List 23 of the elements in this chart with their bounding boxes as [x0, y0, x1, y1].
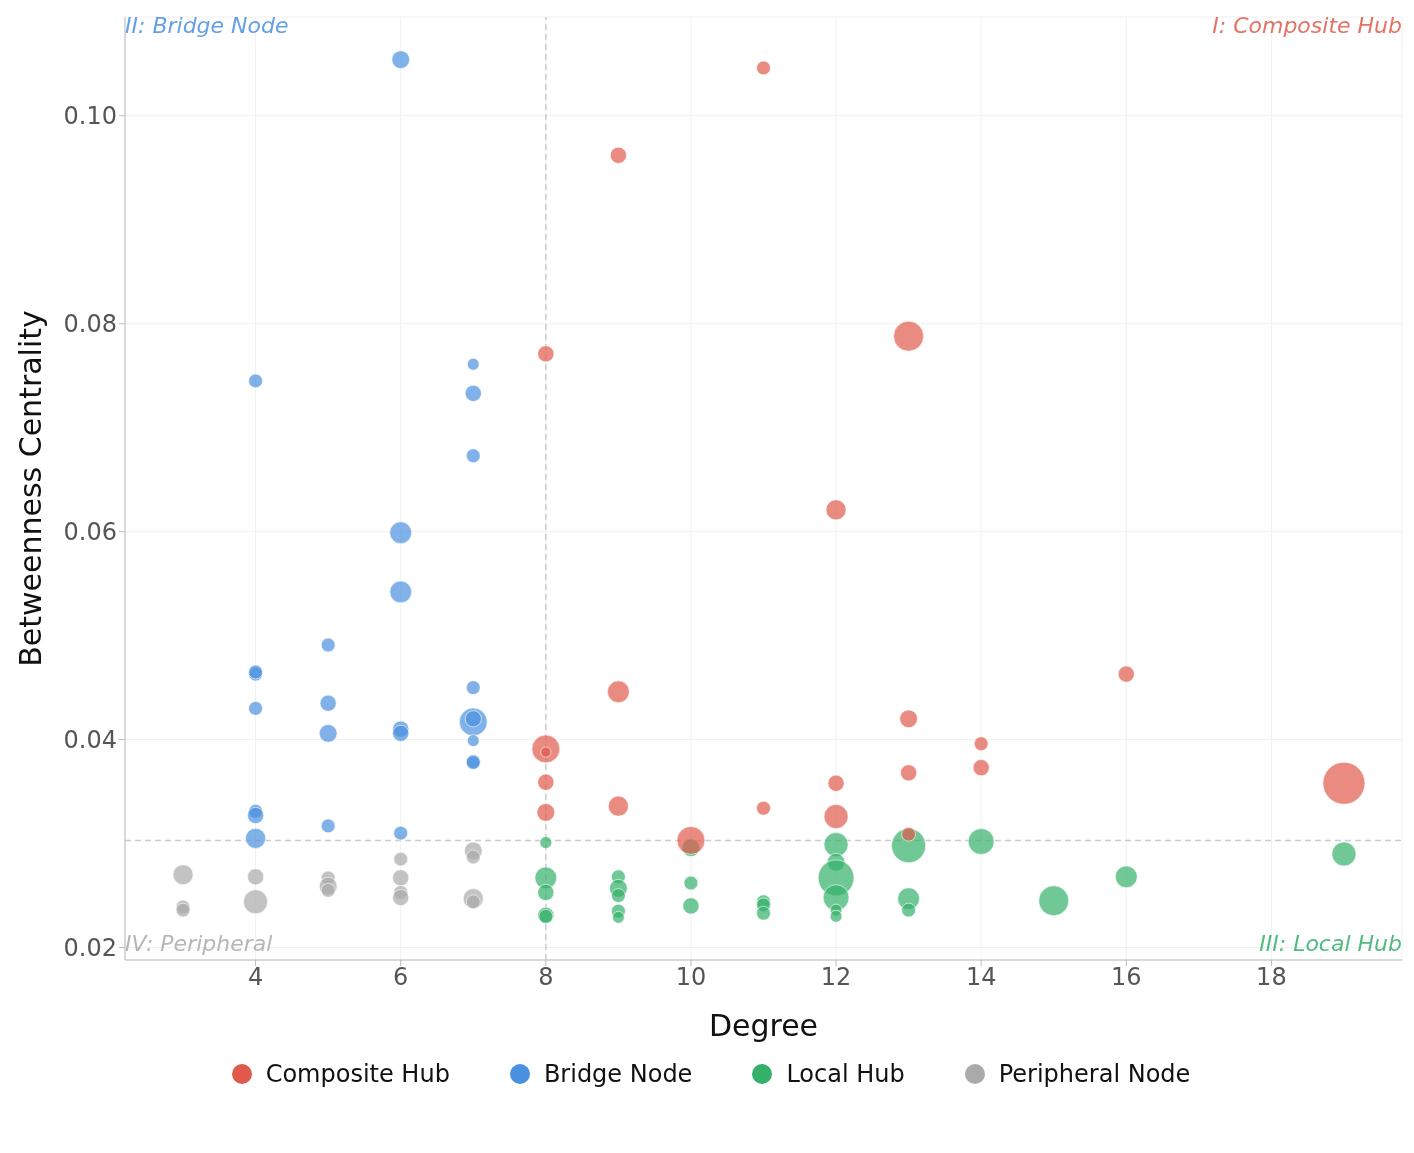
annotation: III: Local Hub [1259, 931, 1402, 956]
x-tick-label: 16 [1111, 963, 1142, 992]
y-tick-label: 0.08 [63, 310, 117, 339]
x-tick-label: 6 [393, 963, 409, 992]
y-axis-title: Betweenness Centrality [12, 310, 48, 667]
legend-label: Peripheral Node [998, 1060, 1191, 1088]
x-tick-label: 8 [538, 963, 554, 992]
legend-label: Bridge Node [543, 1060, 693, 1088]
annotation: IV: Peripheral [125, 931, 273, 956]
annotation: II: Bridge Node [125, 13, 289, 38]
x-tick-label: 12 [820, 963, 852, 992]
y-tick-label: 0.06 [63, 518, 117, 547]
y-tick-label: 0.04 [63, 726, 117, 755]
x-tick-label: 4 [247, 963, 264, 992]
annotation: I: Composite Hub [1212, 13, 1402, 38]
legend-label: Composite Hub [265, 1060, 450, 1088]
x-tick-label: 18 [1256, 963, 1287, 992]
x-axis-title: Degree [708, 1008, 819, 1043]
legend-label: Local Hub [786, 1060, 905, 1088]
x-tick-label: 10 [675, 963, 707, 992]
x-tick-label: 14 [965, 963, 997, 992]
y-tick-label: 0.02 [63, 934, 117, 963]
y-tick-label: 0.10 [63, 102, 117, 131]
